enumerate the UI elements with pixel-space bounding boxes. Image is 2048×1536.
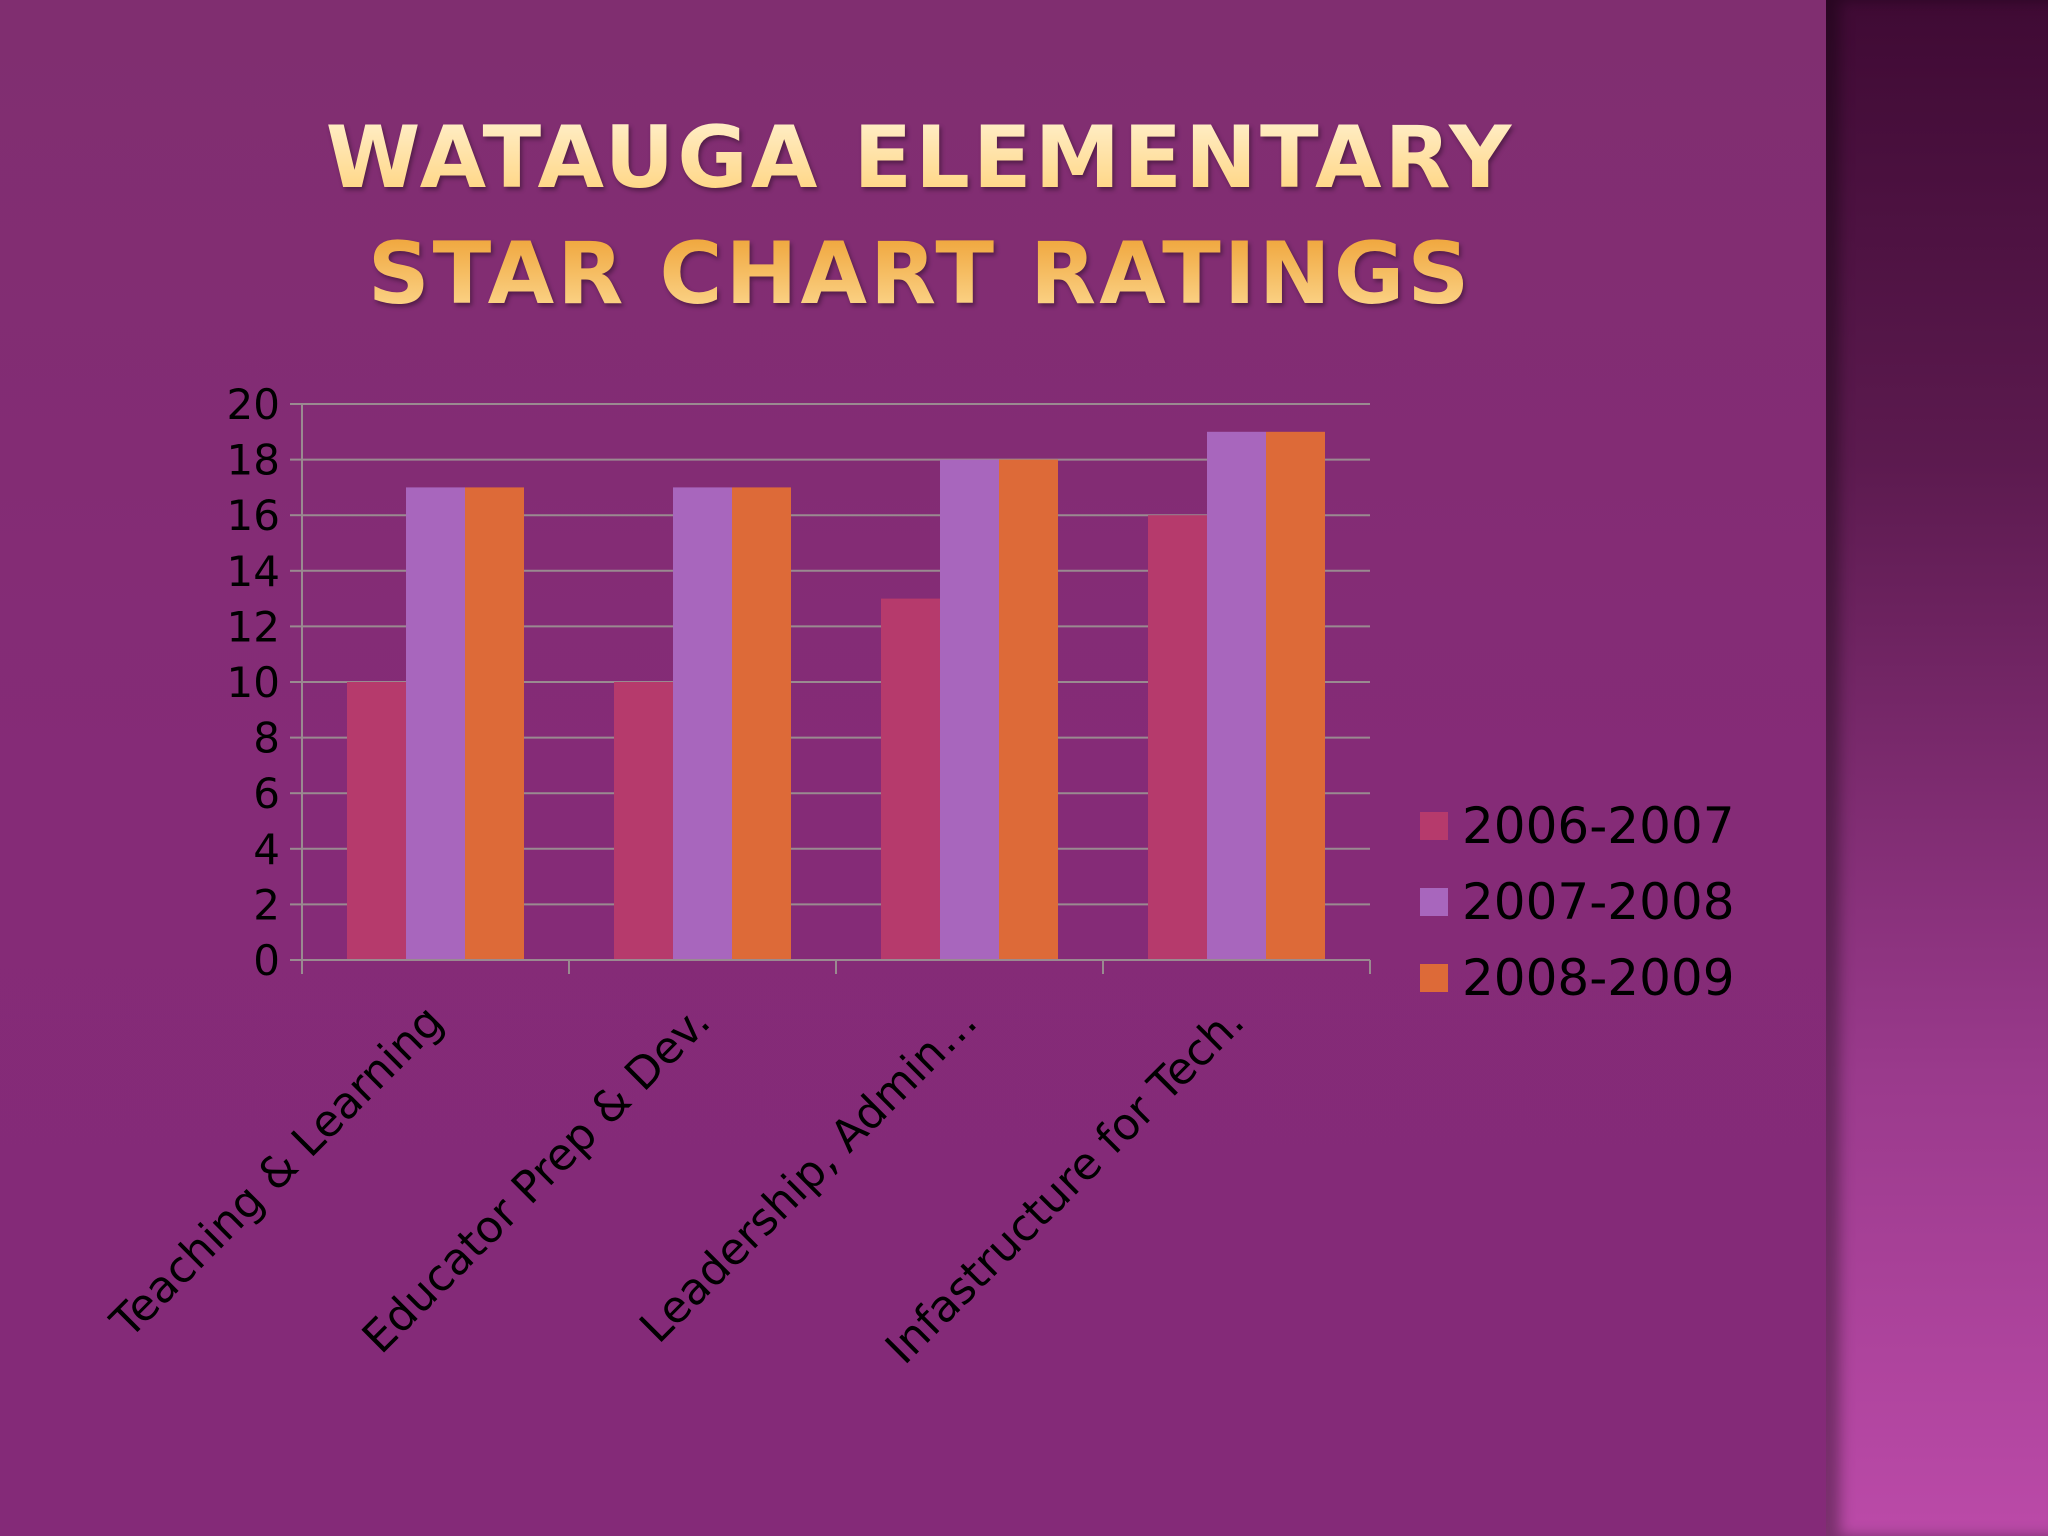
y-tick-label: 4 [253, 825, 280, 874]
y-tick-label: 12 [227, 602, 280, 651]
bar [732, 487, 791, 960]
legend-swatch [1420, 812, 1448, 840]
bar [406, 487, 465, 960]
axes [290, 403, 1371, 974]
y-tick-label: 20 [227, 380, 280, 429]
bar [881, 598, 940, 960]
bar [1148, 515, 1207, 960]
bar [940, 459, 999, 960]
y-tick-label: 2 [253, 880, 280, 929]
y-tick-label: 10 [227, 658, 280, 707]
y-tick-label: 6 [253, 769, 280, 818]
bar [999, 459, 1058, 960]
legend-label: 2007-2008 [1462, 873, 1735, 931]
legend-label: 2008-2009 [1462, 949, 1735, 1007]
legend-label: 2006-2007 [1462, 797, 1735, 855]
y-tick-labels: 0 2 4 6 8 10 12 14 16 18 20 [227, 380, 280, 985]
y-tick-label: 14 [227, 547, 280, 596]
bar [347, 682, 406, 960]
bars [347, 431, 1325, 960]
y-tick-label: 18 [227, 436, 280, 485]
bar [673, 487, 732, 960]
legend: 2006-2007 2007-2008 2008-2009 [1420, 797, 1735, 1007]
bar [465, 487, 524, 960]
legend-swatch [1420, 888, 1448, 916]
y-tick-label: 16 [227, 491, 280, 540]
y-tick-label: 0 [253, 936, 280, 985]
bar [614, 682, 673, 960]
slide-title: WATAUGA ELEMENTARY STAR CHART RATINGS [180, 100, 1660, 332]
side-decor-panel [1826, 0, 2048, 1536]
legend-swatch [1420, 964, 1448, 992]
y-tick-label: 8 [253, 714, 280, 763]
bar [1207, 431, 1266, 960]
bar [1266, 431, 1325, 960]
